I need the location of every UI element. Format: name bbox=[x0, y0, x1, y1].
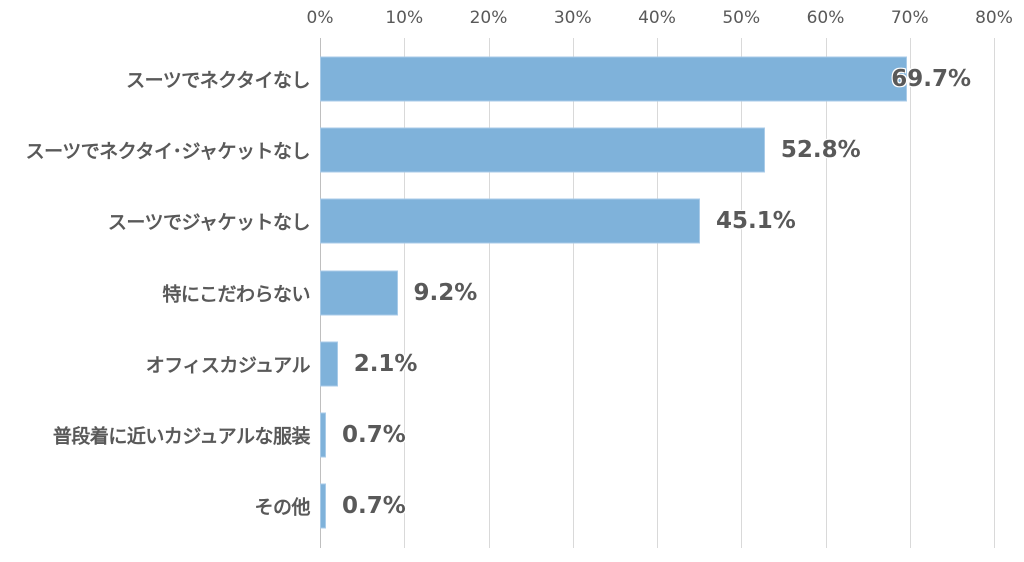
data-label: 2.1% bbox=[353, 350, 418, 377]
data-label: 9.2% bbox=[413, 279, 478, 306]
category-label: 普段着に近いカジュアルな服装 bbox=[52, 425, 311, 448]
gridline bbox=[489, 38, 490, 548]
gridline bbox=[994, 38, 995, 548]
bar bbox=[320, 198, 700, 244]
category-label: スーツでジャケットなし bbox=[107, 211, 311, 234]
gridline bbox=[404, 38, 405, 548]
x-axis-tick-label: 80% bbox=[975, 8, 1013, 28]
category-label: 特にこだわらない bbox=[162, 283, 310, 306]
gridline bbox=[826, 38, 827, 548]
gridline bbox=[657, 38, 658, 548]
bar bbox=[320, 270, 398, 316]
x-axis-tick-label: 60% bbox=[806, 8, 845, 28]
x-axis-tick-label: 10% bbox=[385, 8, 424, 28]
data-label: 45.1% bbox=[715, 208, 796, 235]
bar bbox=[320, 56, 908, 102]
category-label: オフィスカジュアル bbox=[145, 354, 311, 377]
gridline bbox=[741, 38, 742, 548]
data-label: 52.8% bbox=[780, 136, 861, 163]
bar bbox=[320, 127, 765, 173]
x-axis-tick-label: 0% bbox=[306, 8, 334, 28]
data-label: 69.7% bbox=[891, 65, 972, 92]
gridline bbox=[910, 38, 911, 548]
category-label: その他 bbox=[254, 496, 310, 519]
data-label: 0.7% bbox=[342, 422, 406, 449]
x-axis-tick-label: 70% bbox=[890, 8, 929, 28]
data-label: 0.7% bbox=[342, 493, 406, 520]
x-axis-tick-label: 20% bbox=[469, 8, 508, 28]
bar bbox=[320, 341, 338, 387]
bar bbox=[320, 412, 326, 458]
bar bbox=[320, 483, 326, 529]
x-axis-tick-label: 30% bbox=[553, 8, 592, 28]
gridline bbox=[573, 38, 574, 548]
x-axis-tick-label: 40% bbox=[638, 8, 676, 28]
category-label: スーツでネクタイ･ジャケットなし bbox=[25, 140, 311, 163]
x-axis-tick-label: 50% bbox=[722, 8, 761, 28]
category-label: スーツでネクタイなし bbox=[126, 69, 310, 92]
